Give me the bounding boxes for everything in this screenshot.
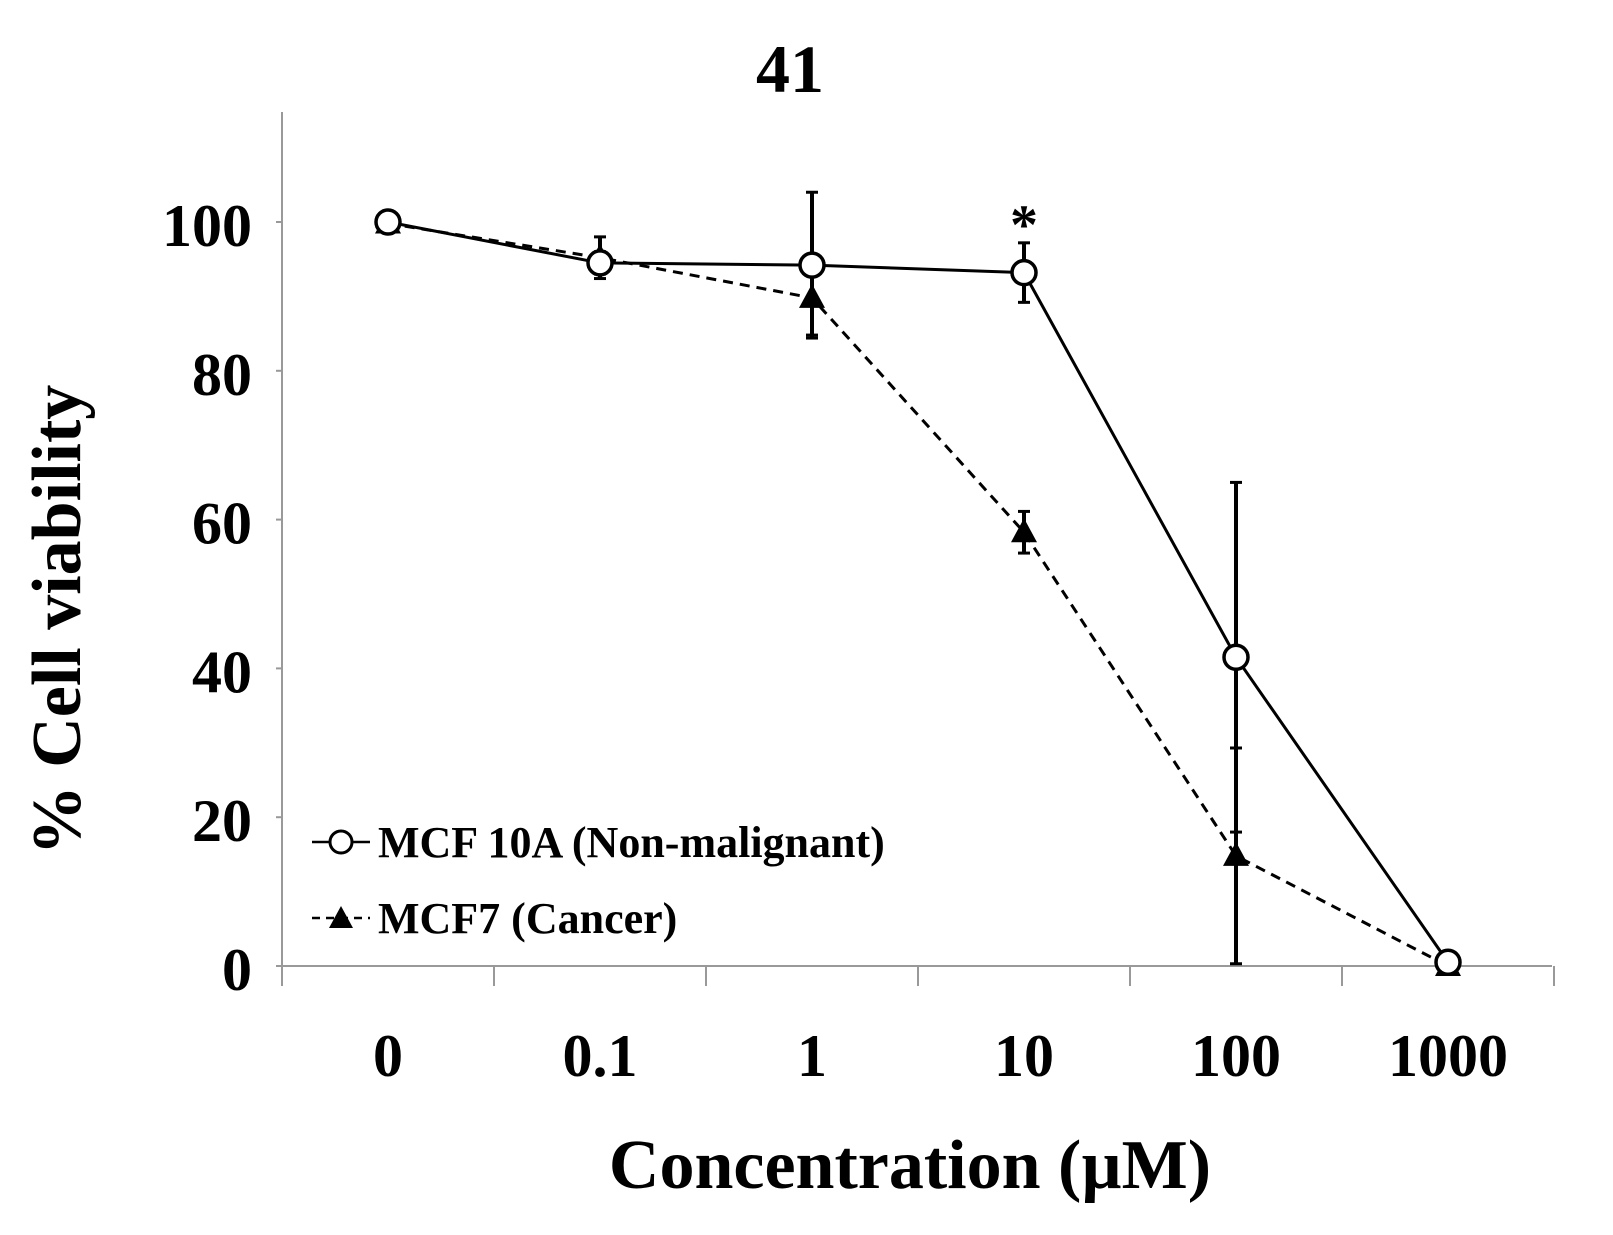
y-tick-label: 80 — [192, 342, 252, 408]
x-tick-label: 1 — [797, 1023, 827, 1089]
data-point — [374, 208, 402, 236]
series-line-0 — [387, 220, 1450, 964]
y-tick-label: 40 — [192, 639, 252, 705]
chart-title: 41 — [756, 31, 824, 107]
x-axis-label: Concentration (µM) — [609, 1127, 1211, 1204]
series-layer — [374, 190, 1462, 977]
legend: MCF 10A (Non-malignant) MCF7 (Cancer) — [312, 818, 885, 943]
x-tick-label: 0.1 — [563, 1023, 638, 1089]
legend-label-mcf7: MCF7 (Cancer) — [378, 894, 677, 943]
x-tick-label: 0 — [373, 1023, 403, 1089]
x-tick-label: 10 — [994, 1023, 1054, 1089]
legend-marker-mcf7 — [329, 906, 353, 928]
y-tick-label: 100 — [162, 193, 252, 259]
y-tick-label: 20 — [192, 788, 252, 854]
x-tick-label: 1000 — [1388, 1023, 1508, 1089]
data-point — [1222, 643, 1250, 671]
data-point — [586, 249, 614, 277]
data-point — [1223, 841, 1249, 866]
data-point — [1011, 518, 1037, 543]
legend-marker-mcf10a — [328, 829, 354, 855]
y-tick-label: 0 — [222, 937, 252, 1003]
significance-asterisk: * — [1010, 195, 1038, 257]
data-point — [1010, 258, 1038, 287]
legend-label-mcf10a: MCF 10A (Non-malignant) — [378, 818, 885, 867]
annotation-layer: * — [1010, 195, 1038, 257]
data-point — [798, 251, 826, 279]
y-tick-label: 60 — [192, 491, 252, 557]
y-axis-label: % Cell viability — [19, 385, 96, 856]
data-point — [1434, 948, 1462, 977]
series-line-1 — [387, 222, 1449, 968]
x-tick-label: 100 — [1191, 1023, 1281, 1089]
